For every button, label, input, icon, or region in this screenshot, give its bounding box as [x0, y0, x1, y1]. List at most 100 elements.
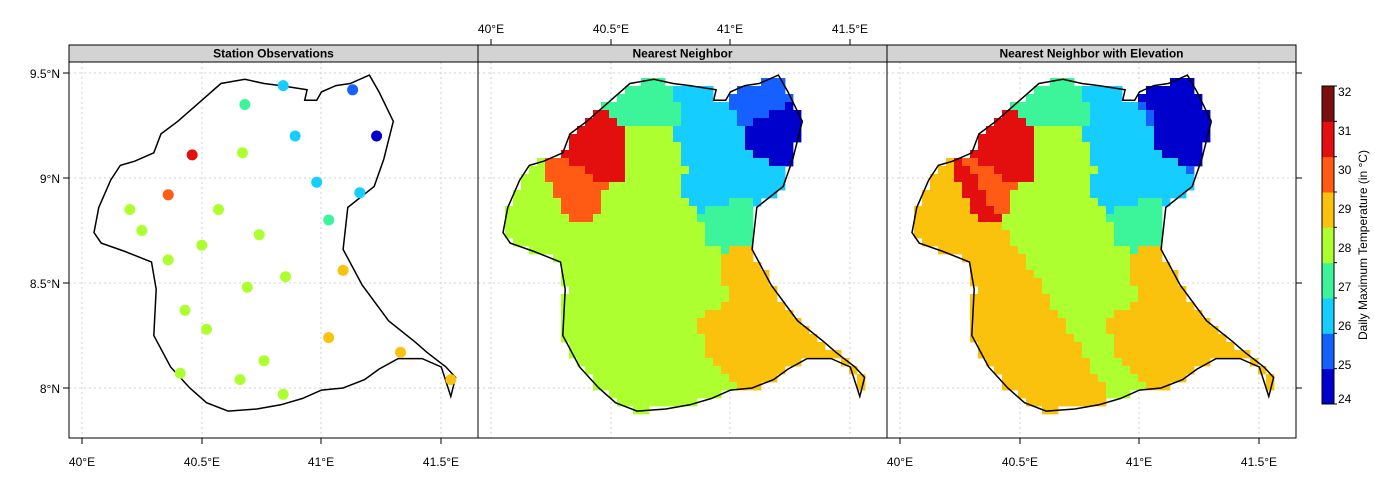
- raster-cell: [1154, 318, 1163, 327]
- raster-cell: [1010, 262, 1019, 271]
- raster-cell: [1066, 294, 1075, 303]
- raster-cell: [1026, 326, 1035, 335]
- raster-cell: [1050, 254, 1059, 263]
- raster-cell: [593, 334, 602, 343]
- raster-cell: [697, 214, 706, 223]
- raster-cell: [1090, 318, 1099, 327]
- raster-cell: [561, 222, 570, 231]
- raster-cell: [657, 214, 666, 223]
- raster-cell: [585, 262, 594, 271]
- raster-cell: [1050, 326, 1059, 335]
- raster-cell: [1130, 238, 1139, 247]
- raster-cell: [1050, 286, 1059, 295]
- raster-cell: [1130, 342, 1139, 351]
- raster-cell: [705, 342, 714, 351]
- raster-cell: [1034, 358, 1043, 367]
- raster-cell: [649, 166, 658, 175]
- top-axis: 40°E 40.5°E 41°E 41.5°E: [478, 22, 868, 36]
- raster-cell: [1114, 286, 1123, 295]
- raster-cell: [633, 358, 642, 367]
- raster-cell: [569, 182, 578, 191]
- raster-cell: [986, 254, 995, 263]
- raster-cell: [665, 190, 674, 199]
- raster-cell: [1082, 110, 1091, 119]
- raster-cell: [1002, 166, 1011, 175]
- raster-cell: [785, 310, 794, 319]
- colorbar-segment: [1322, 156, 1334, 193]
- raster-cell: [1178, 126, 1187, 135]
- raster-cell: [729, 102, 738, 111]
- raster-cell: [1050, 302, 1059, 311]
- raster-cell: [1162, 110, 1171, 119]
- raster-cell: [721, 318, 730, 327]
- raster-cell: [745, 334, 754, 343]
- raster-cell: [785, 150, 794, 159]
- raster-cell: [609, 126, 618, 135]
- raster-cell: [1074, 150, 1083, 159]
- raster-cell: [978, 310, 987, 319]
- raster-cell: [1106, 86, 1115, 95]
- raster-cell: [1002, 262, 1011, 271]
- raster-cell: [1106, 278, 1115, 287]
- raster-cell: [1114, 342, 1123, 351]
- raster-cell: [737, 206, 746, 215]
- raster-cell: [649, 206, 658, 215]
- raster-cell: [954, 166, 963, 175]
- raster-cell: [705, 118, 714, 127]
- raster-cell: [625, 358, 634, 367]
- axis-ticks: [63, 39, 1302, 444]
- raster-cell: [1098, 278, 1107, 287]
- raster-cell: [609, 110, 618, 119]
- raster-cell: [697, 86, 706, 95]
- raster-cell: [745, 270, 754, 279]
- raster-cell: [1050, 150, 1059, 159]
- raster-cell: [721, 358, 730, 367]
- raster-cell: [809, 334, 818, 343]
- raster-cell: [617, 398, 626, 407]
- raster-cell: [962, 198, 971, 207]
- raster-cell: [1098, 382, 1107, 391]
- raster-cell: [737, 254, 746, 263]
- raster-cell: [1082, 86, 1091, 95]
- raster-cell: [593, 166, 602, 175]
- raster-cell: [954, 238, 963, 247]
- raster-cell: [1034, 374, 1043, 383]
- raster-cell: [721, 214, 730, 223]
- raster-cell: [745, 310, 754, 319]
- raster-cell: [785, 126, 794, 135]
- raster-cell: [1098, 318, 1107, 327]
- raster-cell: [577, 278, 586, 287]
- raster-cell: [681, 334, 690, 343]
- raster-cell: [737, 238, 746, 247]
- raster-cell: [721, 334, 730, 343]
- raster-cell: [609, 190, 618, 199]
- raster-cell: [1114, 294, 1123, 303]
- raster-cell: [1146, 310, 1155, 319]
- raster-cell: [713, 126, 722, 135]
- raster-cell: [585, 302, 594, 311]
- raster-cell: [1058, 342, 1067, 351]
- raster-cell: [625, 222, 634, 231]
- raster-cell: [1162, 366, 1171, 375]
- raster-cell: [673, 102, 682, 111]
- raster-cell: [633, 374, 642, 383]
- raster-cell: [737, 366, 746, 375]
- raster-cell: [1090, 110, 1099, 119]
- raster-cell: [1066, 254, 1075, 263]
- raster-cell: [1058, 118, 1067, 127]
- raster-cell: [1202, 134, 1211, 143]
- raster-cell: [1002, 318, 1011, 327]
- raster-cell: [689, 390, 698, 399]
- raster-cell: [994, 126, 1003, 135]
- raster-cell: [633, 222, 642, 231]
- raster-cell: [1066, 398, 1075, 407]
- raster-cell: [1082, 246, 1091, 255]
- raster-cell: [1018, 262, 1027, 271]
- raster-cell: [753, 302, 762, 311]
- raster-cell: [657, 382, 666, 391]
- raster-cell: [978, 166, 987, 175]
- raster-cell: [986, 230, 995, 239]
- raster-cell: [1162, 374, 1171, 383]
- panel-strips: Station Observations Nearest Neighbor Ne…: [68, 44, 1297, 63]
- raster-cell: [1090, 198, 1099, 207]
